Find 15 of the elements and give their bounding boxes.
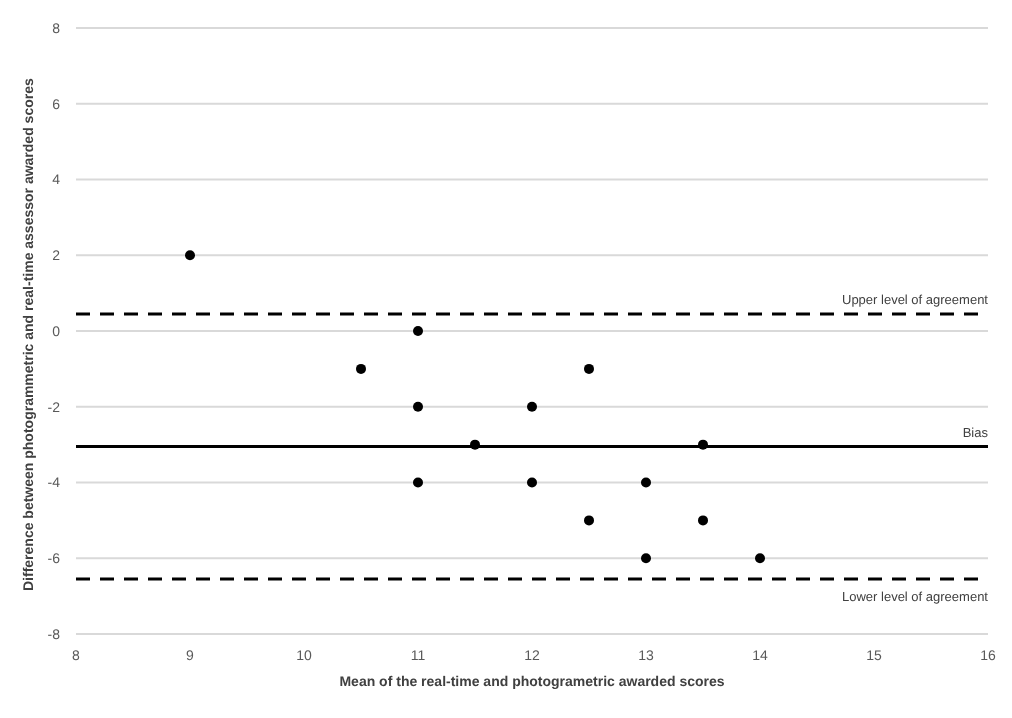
point: [527, 401, 537, 412]
point: [185, 250, 195, 261]
point: [698, 439, 708, 450]
point: [584, 363, 594, 374]
point: [470, 439, 480, 450]
point: [641, 553, 651, 564]
point: [413, 401, 423, 412]
point: [698, 515, 708, 526]
point: [755, 553, 765, 564]
point: [413, 326, 423, 336]
point: [413, 477, 423, 488]
point: [527, 477, 537, 488]
point: [356, 363, 366, 374]
point: [641, 477, 651, 488]
point: [584, 515, 594, 526]
